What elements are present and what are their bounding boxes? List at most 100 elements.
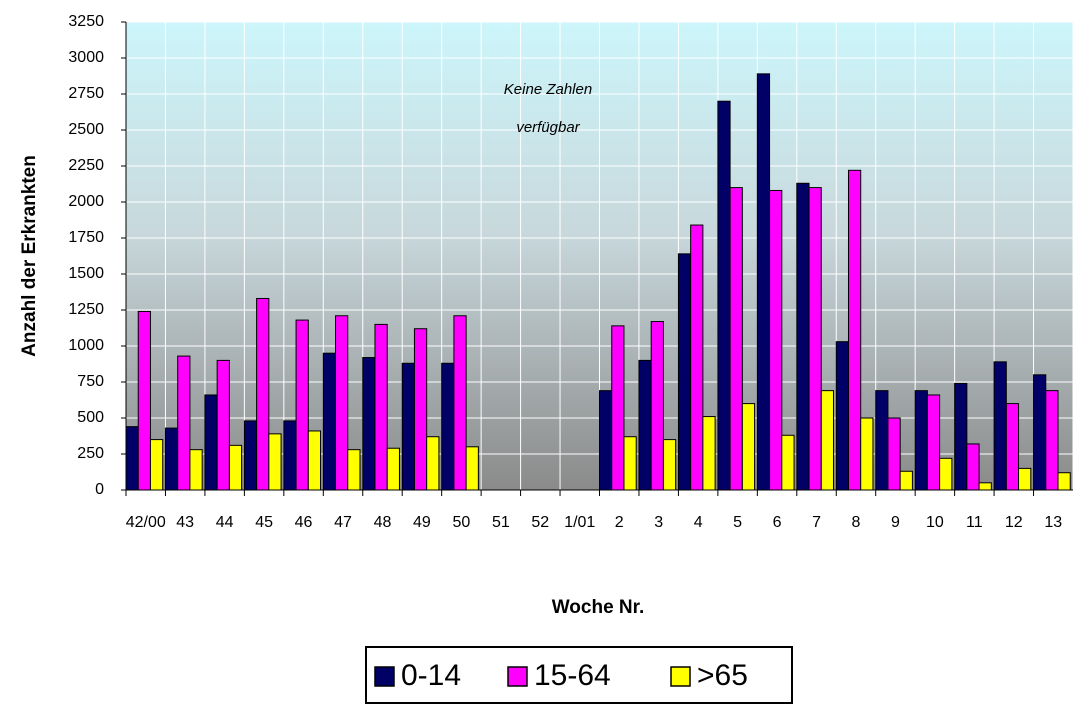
bar — [256, 297, 270, 491]
y-tick-label: 3000 — [68, 49, 104, 66]
legend-swatch — [670, 666, 691, 687]
bar — [441, 362, 455, 491]
bar — [611, 325, 625, 491]
x-tick-label: 2 — [615, 514, 624, 531]
y-tick-label: 1000 — [68, 337, 104, 354]
bar — [690, 224, 704, 491]
bar — [149, 439, 164, 491]
bar — [796, 182, 810, 491]
x-tick-label: 42/00 — [126, 514, 166, 531]
bar — [283, 420, 297, 491]
x-tick-label: 12 — [1005, 514, 1023, 531]
bar — [599, 390, 613, 491]
bar — [1018, 467, 1032, 491]
bar — [677, 253, 692, 491]
legend-swatch — [374, 666, 395, 687]
bar — [362, 357, 376, 491]
bar — [374, 323, 388, 491]
bar — [717, 100, 731, 491]
x-tick-label: 50 — [452, 514, 470, 531]
bar — [623, 436, 637, 491]
bar — [426, 436, 440, 491]
bar — [401, 362, 415, 491]
bar — [1033, 374, 1047, 491]
x-tick-label: 49 — [413, 514, 431, 531]
x-tick-label: 6 — [773, 514, 782, 531]
x-tick-label: 43 — [176, 514, 194, 531]
y-tick-label: 3250 — [68, 13, 104, 30]
x-axis-title: Woche Nr. — [552, 597, 645, 618]
bar — [756, 73, 771, 491]
x-tick-label: 9 — [891, 514, 900, 531]
bar — [729, 187, 743, 491]
x-tick-label: 7 — [812, 514, 821, 531]
x-tick-label: 46 — [295, 514, 313, 531]
y-tick-label: 500 — [77, 409, 104, 426]
y-tick-label: 1250 — [68, 301, 104, 318]
bar — [808, 187, 822, 491]
x-tick-label: 1/01 — [564, 514, 595, 531]
bar — [1045, 390, 1059, 491]
bar — [335, 315, 349, 491]
bar — [177, 355, 191, 491]
bar — [954, 382, 968, 491]
bar — [847, 169, 862, 491]
legend-box — [365, 646, 793, 704]
bar — [769, 189, 783, 491]
bar — [939, 457, 953, 491]
y-tick-label: 1750 — [68, 229, 104, 246]
bar — [228, 444, 243, 491]
bar — [1005, 403, 1020, 491]
bar — [322, 352, 337, 491]
x-tick-label: 44 — [216, 514, 234, 531]
bar — [347, 449, 361, 491]
x-tick-label: 52 — [531, 514, 549, 531]
bar — [216, 359, 230, 491]
legend-label: 0-14 — [401, 659, 461, 692]
x-tick-label: 5 — [733, 514, 742, 531]
bar — [243, 420, 258, 491]
bar — [702, 416, 716, 491]
x-tick-label: 51 — [492, 514, 510, 531]
bar — [914, 390, 928, 491]
bar — [307, 430, 322, 491]
legend-swatch — [507, 666, 528, 687]
bar — [926, 394, 941, 491]
bar — [978, 482, 992, 491]
x-tick-label: 11 — [966, 514, 983, 531]
bar — [164, 427, 179, 491]
bar — [125, 426, 139, 491]
bar — [413, 328, 428, 491]
x-tick-label: 47 — [334, 514, 352, 531]
bar — [860, 417, 874, 491]
y-tick-label: 750 — [77, 373, 104, 390]
y-tick-label: 2000 — [68, 193, 104, 210]
x-tick-label: 13 — [1044, 514, 1062, 531]
bar — [204, 394, 218, 491]
bar — [1057, 472, 1071, 491]
y-axis-title: Anzahl der Erkrankten — [19, 155, 40, 357]
bar — [820, 390, 834, 491]
x-tick-label: 3 — [654, 514, 663, 531]
annotation: Keine Zahlen — [504, 81, 592, 98]
bar — [268, 433, 282, 491]
y-tick-label: 2750 — [68, 85, 104, 102]
bar — [650, 321, 664, 491]
bar — [386, 447, 400, 491]
y-tick-label: 1500 — [68, 265, 104, 282]
bar — [189, 449, 203, 491]
bar — [993, 361, 1007, 491]
bar — [887, 417, 901, 491]
y-tick-label: 2500 — [68, 121, 104, 138]
x-tick-label: 4 — [694, 514, 703, 531]
bar — [662, 439, 677, 491]
x-tick-label: 48 — [374, 514, 392, 531]
bar — [966, 443, 980, 491]
x-tick-label: 10 — [926, 514, 944, 531]
y-tick-label: 250 — [77, 445, 104, 462]
bar — [741, 403, 756, 491]
y-tick-label: 2250 — [68, 157, 104, 174]
bar — [875, 390, 889, 491]
bar — [137, 310, 151, 491]
